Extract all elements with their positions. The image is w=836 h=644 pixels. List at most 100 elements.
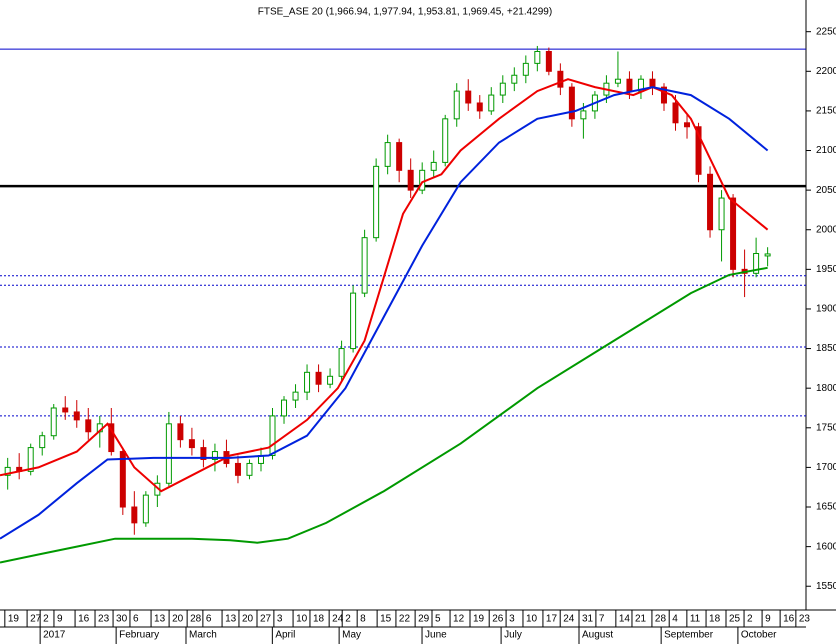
x-tick-label: 2 (747, 614, 753, 625)
month-label: April (275, 630, 295, 641)
x-tick-label: 12 (453, 614, 465, 625)
y-tick-label: 2150 (816, 106, 836, 117)
x-tick-label: 3 (509, 614, 515, 625)
candle-body (753, 253, 760, 274)
x-tick-label: 4 (672, 614, 678, 625)
candle-body (511, 74, 518, 84)
candle-body (50, 407, 57, 437)
candle-body (672, 102, 679, 124)
candle-body (327, 375, 334, 385)
x-tick-label: 28 (190, 614, 202, 625)
moving-average (0, 266, 768, 564)
candle-body (684, 122, 691, 128)
candle-body (707, 173, 714, 231)
x-tick-label: 13 (154, 614, 166, 625)
month-label: October (741, 630, 777, 641)
x-tick-label: 28 (655, 614, 667, 625)
candle-body (442, 118, 449, 163)
candle-body (407, 169, 414, 191)
x-tick-label: 29 (418, 614, 430, 625)
x-tick-label: 6 (206, 614, 212, 625)
x-tick-label: 18 (313, 614, 325, 625)
x-tick-label: 20 (242, 614, 254, 625)
candle-body (350, 292, 357, 350)
x-tick-label: 16 (783, 614, 795, 625)
y-tick-label: 1700 (816, 462, 836, 473)
candle-body (85, 419, 92, 433)
y-tick-label: 1750 (816, 422, 836, 433)
candle-body (119, 451, 126, 508)
candle-body (234, 462, 241, 476)
x-tick-label: 16 (78, 614, 90, 625)
month-label: May (342, 630, 361, 641)
candle-body (384, 142, 391, 167)
candle-body (476, 102, 483, 112)
candle-body (764, 253, 771, 257)
x-tick-label: 18 (709, 614, 721, 625)
x-tick-label: 19 (8, 614, 20, 625)
candle-body (281, 399, 288, 417)
candle-body (488, 94, 495, 112)
x-tick-label: 22 (399, 614, 411, 625)
x-tick-label: 23 (799, 614, 811, 625)
candle-body (660, 86, 667, 104)
candle-body (522, 62, 529, 76)
moving-average (0, 86, 769, 540)
month-label: September (664, 630, 714, 641)
y-tick-label: 2250 (816, 26, 836, 37)
month-label: June (425, 630, 447, 641)
candle-body (188, 439, 195, 449)
candle-body (269, 415, 276, 457)
x-tick-label: 24 (332, 614, 344, 625)
x-tick-label: 19 (473, 614, 485, 625)
y-tick-label: 1950 (816, 264, 836, 275)
candle-body (292, 391, 299, 401)
candle-body (361, 237, 368, 294)
x-tick-label: 27 (30, 614, 42, 625)
x-tick-label: 25 (729, 614, 741, 625)
x-tick-label: 26 (492, 614, 504, 625)
x-tick-label: 10 (296, 614, 308, 625)
candle-body (315, 371, 322, 385)
y-tick-label: 1550 (816, 581, 836, 592)
candle-body (62, 407, 69, 413)
candle-body (338, 348, 345, 377)
candle-body (39, 435, 46, 449)
y-tick-label: 1600 (816, 541, 836, 552)
month-label: July (504, 630, 522, 641)
x-tick-label: 3 (277, 614, 283, 625)
candle-body (718, 197, 725, 231)
chart-title: FTSE_ASE 20 (1,966.94, 1,977.94, 1,953.8… (258, 7, 552, 18)
x-tick-label: 2 (345, 614, 351, 625)
y-tick-label: 1850 (816, 343, 836, 354)
x-tick-label: 2 (43, 614, 49, 625)
candle-body (730, 197, 737, 270)
moving-average (0, 78, 769, 493)
candle-body (200, 447, 207, 460)
x-tick-label: 17 (546, 614, 558, 625)
x-tick-label: 13 (225, 614, 237, 625)
x-tick-label: 7 (599, 614, 605, 625)
candle-body (695, 126, 702, 175)
candle-body (499, 82, 506, 96)
x-tick-label: 15 (380, 614, 392, 625)
x-tick-label: 24 (563, 614, 575, 625)
x-tick-label: 5 (435, 614, 441, 625)
x-tick-label: 10 (526, 614, 538, 625)
x-tick-label: 11 (690, 614, 701, 625)
candle-body (614, 78, 621, 84)
candle-body (534, 50, 541, 64)
x-tick-label: 23 (98, 614, 110, 625)
candle-body (626, 78, 633, 92)
x-tick-label: 9 (57, 614, 63, 625)
month-label: August (582, 630, 613, 641)
x-tick-label: 30 (116, 614, 128, 625)
x-tick-label: 21 (635, 614, 647, 625)
candle-body (373, 165, 380, 239)
candle-body (165, 423, 172, 484)
candle-body (246, 462, 253, 476)
candle-body (419, 169, 426, 191)
x-tick-label: 9 (765, 614, 771, 625)
